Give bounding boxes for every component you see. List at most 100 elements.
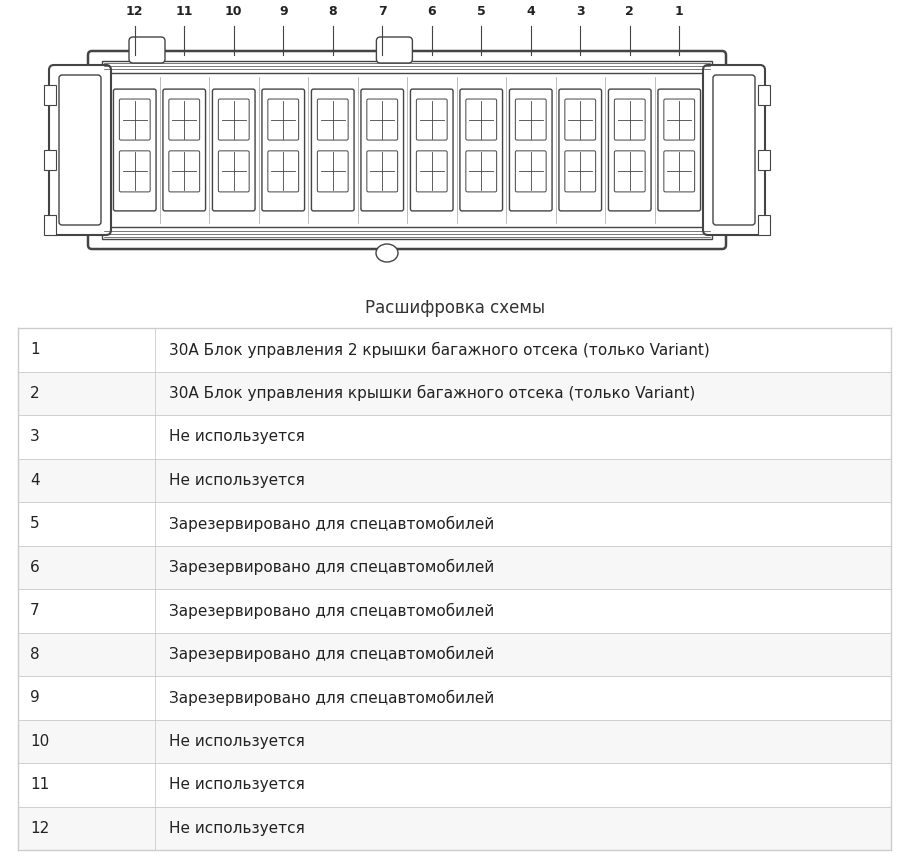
FancyBboxPatch shape xyxy=(262,89,305,211)
FancyBboxPatch shape xyxy=(460,89,503,211)
Text: 12: 12 xyxy=(126,5,144,18)
Text: 30А Блок управления крышки багажного отсека (только Variant): 30А Блок управления крышки багажного отс… xyxy=(169,385,695,402)
Text: 2: 2 xyxy=(30,386,40,401)
FancyBboxPatch shape xyxy=(658,89,701,211)
Ellipse shape xyxy=(376,244,398,262)
Text: Расшифровка схемы: Расшифровка схемы xyxy=(365,299,545,317)
FancyBboxPatch shape xyxy=(367,150,397,192)
Bar xyxy=(44,150,56,170)
FancyBboxPatch shape xyxy=(664,99,694,140)
Text: 10: 10 xyxy=(30,734,49,749)
Bar xyxy=(44,85,56,105)
Text: 1: 1 xyxy=(674,5,684,18)
Text: 3: 3 xyxy=(30,429,40,445)
FancyBboxPatch shape xyxy=(411,89,453,211)
Text: Зарезервировано для спецавтомобилей: Зарезервировано для спецавтомобилей xyxy=(169,690,494,706)
Bar xyxy=(18,328,891,372)
FancyBboxPatch shape xyxy=(114,89,156,211)
FancyBboxPatch shape xyxy=(163,89,205,211)
FancyBboxPatch shape xyxy=(703,65,765,235)
FancyBboxPatch shape xyxy=(713,75,755,225)
Text: 9: 9 xyxy=(30,691,40,705)
Text: 4: 4 xyxy=(526,5,535,18)
Text: Не используется: Не используется xyxy=(169,734,305,749)
Text: 7: 7 xyxy=(378,5,386,18)
Bar xyxy=(18,372,891,415)
Text: 3: 3 xyxy=(576,5,584,18)
Bar xyxy=(758,215,770,235)
FancyBboxPatch shape xyxy=(218,150,249,192)
Text: Не используется: Не используется xyxy=(169,429,305,445)
FancyBboxPatch shape xyxy=(564,150,595,192)
FancyBboxPatch shape xyxy=(129,37,165,63)
FancyBboxPatch shape xyxy=(119,150,150,192)
Bar xyxy=(758,85,770,105)
Text: 4: 4 xyxy=(30,473,40,488)
Text: 9: 9 xyxy=(279,5,287,18)
FancyBboxPatch shape xyxy=(614,99,645,140)
Text: 7: 7 xyxy=(30,603,40,618)
FancyBboxPatch shape xyxy=(317,99,348,140)
FancyBboxPatch shape xyxy=(268,99,299,140)
Text: 1: 1 xyxy=(30,342,40,357)
Text: 10: 10 xyxy=(225,5,243,18)
Bar xyxy=(18,720,891,763)
Bar xyxy=(18,632,891,676)
FancyBboxPatch shape xyxy=(416,99,447,140)
Bar xyxy=(102,61,712,73)
FancyBboxPatch shape xyxy=(416,150,447,192)
FancyBboxPatch shape xyxy=(88,51,726,249)
Text: Не используется: Не используется xyxy=(169,777,305,792)
Bar xyxy=(18,589,891,632)
Text: 30А Блок управления 2 крышки багажного отсека (только Variant): 30А Блок управления 2 крышки багажного о… xyxy=(169,341,710,358)
FancyBboxPatch shape xyxy=(119,99,150,140)
FancyBboxPatch shape xyxy=(515,150,546,192)
Text: 12: 12 xyxy=(30,820,49,836)
Text: 8: 8 xyxy=(328,5,337,18)
FancyBboxPatch shape xyxy=(169,99,200,140)
Text: Зарезервировано для спецавтомобилей: Зарезервировано для спецавтомобилей xyxy=(169,559,494,575)
Text: 11: 11 xyxy=(175,5,193,18)
FancyBboxPatch shape xyxy=(465,150,496,192)
Bar xyxy=(18,763,891,807)
Text: 6: 6 xyxy=(427,5,436,18)
Text: 6: 6 xyxy=(30,560,40,574)
Text: 11: 11 xyxy=(30,777,49,792)
Text: 2: 2 xyxy=(625,5,634,18)
Text: Не используется: Не используется xyxy=(169,820,305,836)
Bar xyxy=(18,458,891,502)
FancyBboxPatch shape xyxy=(465,99,496,140)
Text: 5: 5 xyxy=(477,5,485,18)
Text: 5: 5 xyxy=(30,516,40,531)
FancyBboxPatch shape xyxy=(367,99,397,140)
Text: Зарезервировано для спецавтомобилей: Зарезервировано для спецавтомобилей xyxy=(169,516,494,531)
Bar xyxy=(758,150,770,170)
FancyBboxPatch shape xyxy=(614,150,645,192)
FancyBboxPatch shape xyxy=(559,89,602,211)
Bar xyxy=(18,545,891,589)
Bar xyxy=(18,807,891,850)
FancyBboxPatch shape xyxy=(312,89,354,211)
FancyBboxPatch shape xyxy=(218,99,249,140)
Text: Зарезервировано для спецавтомобилей: Зарезервировано для спецавтомобилей xyxy=(169,603,494,619)
Text: 8: 8 xyxy=(30,647,40,661)
Bar xyxy=(18,502,891,545)
FancyBboxPatch shape xyxy=(564,99,595,140)
Bar xyxy=(44,215,56,235)
FancyBboxPatch shape xyxy=(268,150,299,192)
FancyBboxPatch shape xyxy=(59,75,101,225)
FancyBboxPatch shape xyxy=(608,89,651,211)
FancyBboxPatch shape xyxy=(361,89,404,211)
Bar xyxy=(18,415,891,458)
Bar xyxy=(18,676,891,720)
FancyBboxPatch shape xyxy=(169,150,200,192)
FancyBboxPatch shape xyxy=(664,150,694,192)
FancyBboxPatch shape xyxy=(376,37,413,63)
Text: Зарезервировано для спецавтомобилей: Зарезервировано для спецавтомобилей xyxy=(169,646,494,662)
FancyBboxPatch shape xyxy=(515,99,546,140)
FancyBboxPatch shape xyxy=(317,150,348,192)
FancyBboxPatch shape xyxy=(509,89,552,211)
FancyBboxPatch shape xyxy=(213,89,255,211)
Bar xyxy=(102,227,712,239)
Text: Не используется: Не используется xyxy=(169,473,305,488)
